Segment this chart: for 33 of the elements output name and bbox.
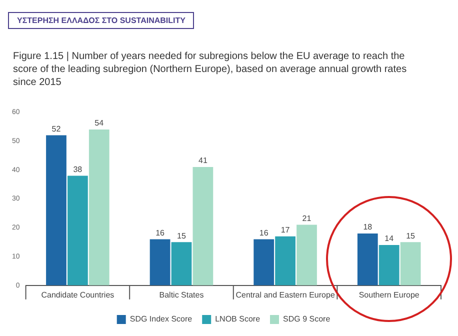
bar [254,239,274,286]
data-label: 14 [384,234,394,244]
bar [400,242,421,286]
chart-title: Figure 1.15 | Number of years needed for subregions below the EU average to reach the score of the leading subregion (Northern Europe), based on average annual growth rates since 2015 [13,50,408,89]
data-label: 41 [198,156,208,166]
data-label: 15 [177,231,186,240]
data-label: 21 [302,214,312,223]
x-tick-label: Central and Eastern Europe [236,290,336,300]
bar [46,135,66,286]
data-label: 16 [259,228,269,238]
bar [357,233,378,286]
x-tick-label: Southern Europe [358,290,420,300]
bar [88,130,110,286]
data-label: 17 [280,226,290,235]
bar [275,236,296,286]
bar [150,239,170,286]
legend-label: LNOB Score [215,314,261,324]
data-label: 54 [94,118,104,128]
text: ΥΣΤΕΡΗΣΗ ΕΛΛΑΔΟΣ ΣΤΟ SUSTAINABILITY [8,12,194,29]
bar [171,242,192,286]
legend-label: SDG 9 Score [283,314,331,324]
bar [296,224,317,286]
data-label: 52 [52,124,62,134]
bar [378,244,400,286]
data-label: 38 [73,164,83,174]
legend-label: SDG Index Score [130,314,193,324]
data-label: 18 [363,222,373,232]
x-tick-label: Candidate Countries [41,290,114,300]
bar [192,167,214,286]
x-tick-label: Baltic States [159,290,204,300]
data-label: 15 [406,231,416,240]
bar [68,176,88,286]
data-label: 16 [156,228,166,238]
